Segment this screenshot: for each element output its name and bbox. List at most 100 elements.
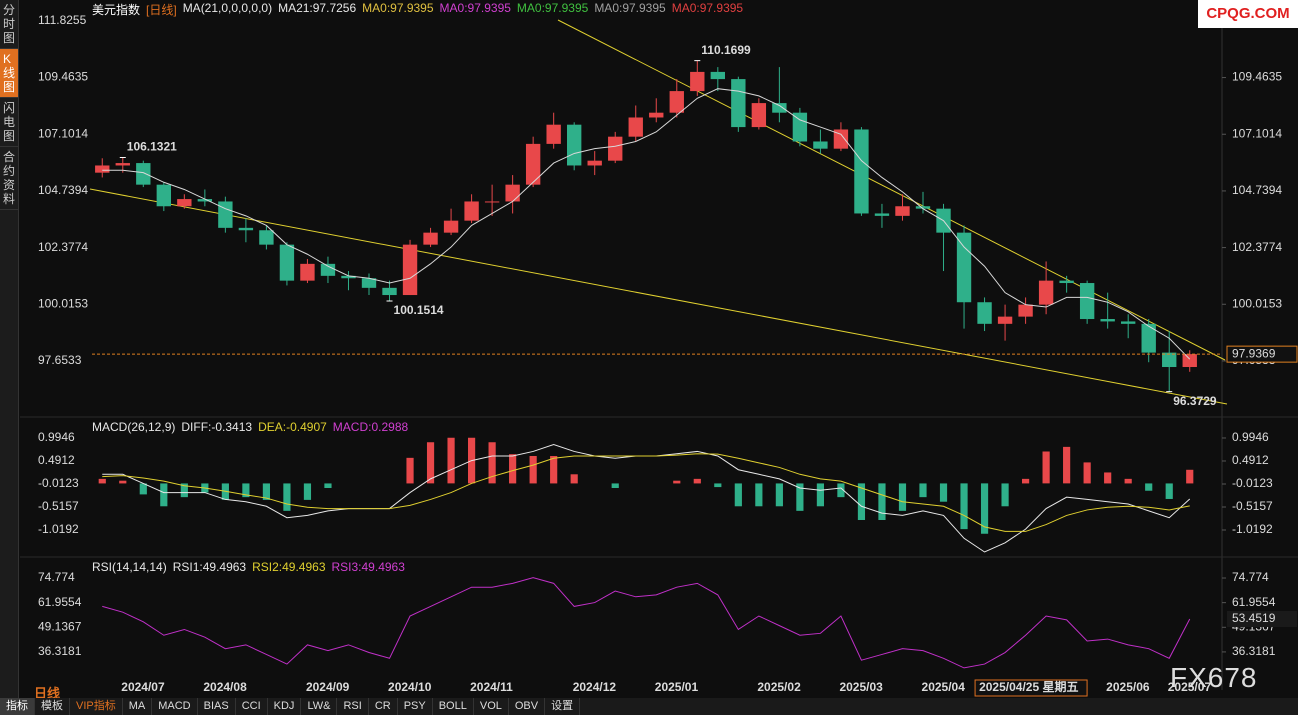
toolbar-button[interactable]: BOLL <box>433 698 474 715</box>
candle-body <box>1059 280 1074 284</box>
sidebar-tab[interactable]: 合约资料 <box>0 147 18 210</box>
candle-body <box>197 199 213 202</box>
candle-body <box>484 201 500 203</box>
toolbar-button[interactable]: 模板 <box>35 698 70 715</box>
date-highlight <box>974 679 1088 697</box>
y-tick-label: -1.0192 <box>1232 522 1273 536</box>
candle-body <box>731 79 746 128</box>
candle-body <box>710 71 725 80</box>
candle-body <box>1038 280 1054 305</box>
candle-body <box>874 213 890 216</box>
y-tick-label: 74.774 <box>1232 570 1269 584</box>
candle-body <box>320 263 336 276</box>
candle-body <box>218 201 233 228</box>
last-value-label: 53.4519 <box>1232 611 1276 625</box>
candle-body <box>1079 283 1095 320</box>
y-tick-label: 102.3774 <box>1232 240 1282 254</box>
watermark: CPQG.COM <box>1198 0 1298 28</box>
x-tick-label: 2024/08 <box>203 680 247 694</box>
candle-body <box>977 302 992 324</box>
candle-body <box>279 244 295 281</box>
candle-body <box>95 165 110 173</box>
y-tick-label: 97.6533 <box>38 353 82 367</box>
y-tick-label: 100.0153 <box>38 296 88 310</box>
toolbar-button[interactable]: CCI <box>236 698 268 715</box>
candle-body <box>361 278 377 288</box>
toolbar-button[interactable]: BIAS <box>198 698 236 715</box>
legend-item: MACD(26,12,9) <box>92 420 176 434</box>
y-tick-label: 109.4635 <box>1232 70 1282 84</box>
x-tick-label: 2024/11 <box>470 680 513 694</box>
y-tick-label: 107.1014 <box>1232 126 1282 140</box>
legend-item: RSI(14,14,14) <box>92 560 167 574</box>
legend-item: MA0:97.9395 <box>594 1 666 15</box>
chart-subtitle: [日线] <box>146 3 177 17</box>
y-tick-label: 49.1367 <box>38 619 82 633</box>
candle-body <box>423 232 438 245</box>
candle-body <box>238 227 254 231</box>
candle-body <box>1100 319 1115 322</box>
y-tick-label: 100.0153 <box>1232 296 1282 310</box>
trend-line <box>89 188 1228 405</box>
toolbar-button[interactable]: CR <box>369 698 398 715</box>
candle-body <box>464 201 479 221</box>
toolbar-button[interactable]: VIP指标 <box>70 698 123 715</box>
y-tick-label: -0.5157 <box>38 499 79 513</box>
watermark: FX678 <box>1170 662 1258 693</box>
candle-body <box>669 91 684 113</box>
toolbar-button[interactable]: VOL <box>474 698 509 715</box>
legend-item: MA0:97.9395 <box>362 1 434 15</box>
x-tick-label: 2025/04 <box>922 680 966 694</box>
trend-line <box>557 19 1226 361</box>
candle-body <box>915 206 931 209</box>
legend-item: RSI3:49.4963 <box>331 560 405 574</box>
last-value-box <box>1227 610 1297 627</box>
toolbar-button[interactable]: 设置 <box>545 698 581 715</box>
legend-item: MA0:97.9395 <box>439 1 511 15</box>
last-price-box <box>1226 345 1298 363</box>
candle-body <box>1141 323 1156 353</box>
legend-item: MA0:97.9395 <box>671 1 744 15</box>
y-tick-label: -0.0123 <box>1232 476 1273 490</box>
x-tick-label: 2024/09 <box>306 680 350 694</box>
candle-body <box>1121 321 1136 324</box>
candle-body <box>259 230 274 245</box>
extreme-label: 96.3729 <box>1173 394 1217 408</box>
x-tick-label: 2025/07 <box>1168 680 1212 694</box>
legend-item: DIFF:-0.3413 <box>181 420 253 434</box>
ma-line <box>102 88 1191 360</box>
toolbar-button[interactable]: KDJ <box>268 698 302 715</box>
candle-body <box>177 199 192 207</box>
candle-body <box>813 141 828 149</box>
toolbar-button[interactable]: OBV <box>509 698 546 715</box>
candle-body <box>956 232 972 303</box>
candle-body <box>649 112 664 118</box>
rsi-line <box>102 577 1191 669</box>
x-tick-label: 2025/06 <box>1106 680 1150 694</box>
last-price-label: 97.9369 <box>1232 346 1276 360</box>
toolbar-button[interactable]: PSY <box>398 698 433 715</box>
toolbar-button[interactable]: MACD <box>152 698 198 715</box>
candle-body <box>382 287 397 296</box>
legend: 美元指数 [日线] MA(21,0,0,0,0,0) MA21:97.7256 MA0:… <box>92 1 743 18</box>
toolbar-button[interactable]: LW& <box>301 698 338 715</box>
y-tick-label: 104.7394 <box>38 183 88 197</box>
y-tick-label: -0.5157 <box>1232 499 1273 513</box>
y-tick-label: 36.3181 <box>38 644 82 658</box>
sidebar-tab[interactable]: 分时图 <box>0 0 18 49</box>
candle-body <box>546 124 561 144</box>
sidebar-tab[interactable]: 闪电图 <box>0 98 18 147</box>
chart-title: 美元指数 <box>92 3 141 17</box>
legend-item: RSI2:49.4963 <box>252 560 326 574</box>
candle-body <box>115 163 130 166</box>
sidebar-tab[interactable]: K线图 <box>0 49 18 98</box>
period-label[interactable]: 日线 <box>34 686 61 701</box>
y-tick-label: 61.9554 <box>38 595 82 609</box>
candle-body <box>156 184 171 207</box>
toolbar-button[interactable]: RSI <box>337 698 369 715</box>
toolbar-button[interactable]: MA <box>123 698 153 715</box>
y-tick-label: 74.774 <box>38 570 75 584</box>
toolbar-button[interactable]: 指标 <box>0 698 35 715</box>
